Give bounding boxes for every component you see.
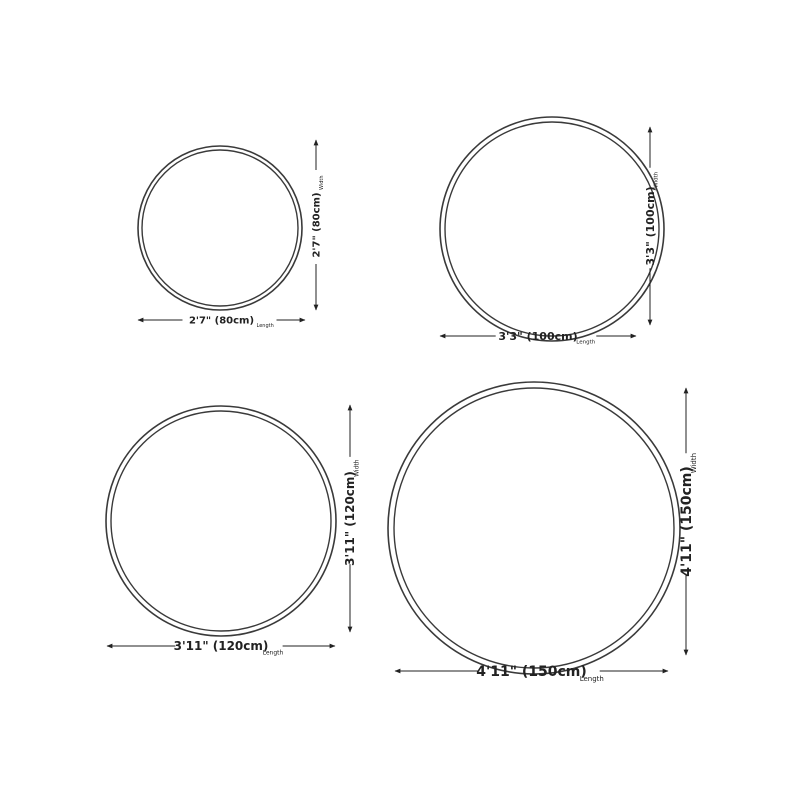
width-label: 4'11" (150cm) (679, 466, 695, 577)
width-label: 2'7" (80cm) (312, 192, 323, 257)
width-word: Width (319, 175, 325, 190)
rug-inner-ring (110, 410, 332, 632)
length-word: Length (580, 675, 604, 683)
rug-inner-ring (393, 387, 675, 669)
length-label: 3'3" (100cm) (498, 330, 577, 343)
length-label: 2'7" (80cm) (189, 316, 254, 327)
rug-outer-ring (137, 145, 303, 311)
rug-outer-ring (105, 405, 337, 637)
width-word: Width (353, 459, 360, 477)
rug-outer-ring (439, 116, 665, 342)
length-word: Length (263, 649, 284, 656)
rug-outer-ring (387, 381, 681, 675)
length-word: Length (576, 340, 595, 346)
width-word: Width (690, 453, 698, 473)
width-label: 3'3" (100cm) (644, 186, 657, 265)
rug-inner-ring (141, 149, 299, 307)
width-word: Width (654, 171, 660, 187)
length-label: 4'11" (150cm) (476, 664, 587, 680)
width-label: 3'11" (120cm) (343, 471, 357, 566)
length-word: Length (257, 323, 274, 329)
length-label: 3'11" (120cm) (174, 639, 269, 653)
rug-inner-ring (444, 121, 660, 337)
